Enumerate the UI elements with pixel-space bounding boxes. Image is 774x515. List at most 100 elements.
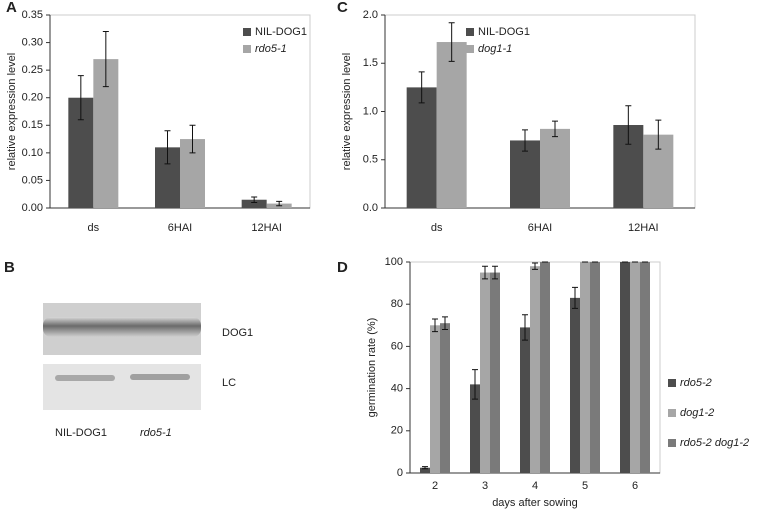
panel-letter: B xyxy=(4,259,15,276)
y-tick-label: 0.35 xyxy=(22,9,43,21)
legend-swatch xyxy=(466,28,474,36)
blot-image xyxy=(43,364,201,410)
error-bar xyxy=(472,369,478,400)
y-axis-label: relative expression level xyxy=(341,53,353,170)
error-bar xyxy=(102,31,109,88)
y-tick-label: 1.5 xyxy=(363,57,378,69)
legend-swatch xyxy=(466,45,474,53)
x-tick-label: 6HAI xyxy=(168,222,192,234)
error-bar xyxy=(492,265,498,280)
error-bar xyxy=(552,120,558,138)
y-axis-label: germination rate (%) xyxy=(366,318,378,418)
bar xyxy=(630,262,640,473)
legend-swatch xyxy=(243,45,251,53)
error-bar xyxy=(432,318,438,333)
x-tick-label: 3 xyxy=(482,480,488,492)
error-bar xyxy=(418,71,425,104)
x-tick-label: ds xyxy=(88,222,100,234)
y-tick-label: 0.15 xyxy=(22,119,43,131)
bar xyxy=(436,42,467,208)
legend-label: NIL-DOG1 xyxy=(478,26,530,38)
y-tick-label: 2.0 xyxy=(363,9,378,21)
y-tick-label: 0.05 xyxy=(22,174,43,186)
lane-label: NIL-DOG1 xyxy=(55,427,107,439)
legend-label: dog1-1 xyxy=(478,43,512,55)
error-bar xyxy=(422,466,428,470)
error-bar xyxy=(655,119,662,150)
x-tick-label: 6 xyxy=(632,480,638,492)
bar xyxy=(530,266,540,473)
legend-swatch xyxy=(668,409,676,417)
y-axis-label: relative expression level xyxy=(6,53,18,170)
y-tick-label: 1.0 xyxy=(363,105,378,117)
x-tick-label: 6HAI xyxy=(528,222,552,234)
bar xyxy=(440,323,450,473)
y-tick-label: 0.25 xyxy=(22,64,43,76)
error-bar xyxy=(276,200,283,207)
panel-letter: C xyxy=(337,0,348,16)
error-bar xyxy=(251,196,258,203)
y-tick-label: 60 xyxy=(391,340,403,352)
y-tick-label: 100 xyxy=(385,256,403,268)
legend-swatch xyxy=(243,28,251,36)
bar xyxy=(470,384,480,473)
y-tick-label: 40 xyxy=(391,383,403,395)
blot-band xyxy=(43,317,201,337)
x-tick-label: 12HAI xyxy=(251,222,282,234)
blot-panel: B DOG1 LC NIL-DOG1 rdo5-1 xyxy=(4,259,253,439)
legend-swatch xyxy=(668,379,676,387)
bar xyxy=(570,297,580,473)
x-tick-label: ds xyxy=(431,222,443,234)
band-label: LC xyxy=(222,377,236,389)
lane-label: rdo5-1 xyxy=(140,427,172,439)
y-tick-label: 20 xyxy=(391,425,403,437)
x-tick-label: 4 xyxy=(532,480,538,492)
error-bar xyxy=(77,75,84,121)
error-bar xyxy=(522,129,528,152)
bar xyxy=(510,140,540,208)
bar xyxy=(520,327,530,473)
bar xyxy=(241,199,267,208)
error-bar xyxy=(572,286,578,309)
bar xyxy=(406,87,437,208)
y-tick-label: 0.20 xyxy=(22,92,43,104)
legend-label: dog1-2 xyxy=(680,407,714,419)
y-tick-label: 0.10 xyxy=(22,147,43,159)
error-bar xyxy=(448,22,455,62)
bar xyxy=(580,262,590,473)
x-axis-label: days after sowing xyxy=(492,497,578,509)
bar xyxy=(540,128,570,208)
band-label: DOG1 xyxy=(222,327,253,339)
bar xyxy=(480,272,490,473)
error-bar xyxy=(522,314,528,341)
x-tick-label: 5 xyxy=(582,480,588,492)
panel-letter: D xyxy=(337,259,348,276)
error-bar xyxy=(189,124,196,154)
y-tick-label: 0.5 xyxy=(363,154,378,166)
error-bar xyxy=(442,316,448,331)
legend-label: rdo5-2 dog1-2 xyxy=(680,437,749,449)
error-bar xyxy=(532,262,538,270)
x-tick-label: 2 xyxy=(432,480,438,492)
bar xyxy=(420,467,430,473)
bar xyxy=(430,325,440,473)
bar xyxy=(620,262,630,473)
blot-band xyxy=(130,374,190,380)
panel-letter: A xyxy=(6,0,17,16)
y-tick-label: 0.00 xyxy=(22,202,43,214)
y-tick-label: 0.0 xyxy=(363,202,378,214)
y-tick-label: 0 xyxy=(397,467,403,479)
error-bar xyxy=(482,265,488,280)
y-tick-label: 0.30 xyxy=(22,36,43,48)
error-bar xyxy=(164,130,171,165)
error-bar xyxy=(625,105,632,145)
bar xyxy=(590,262,600,473)
legend-swatch xyxy=(668,439,676,447)
legend-label: rdo5-1 xyxy=(255,43,287,55)
y-tick-label: 80 xyxy=(391,298,403,310)
blot-band xyxy=(55,375,115,381)
x-tick-label: 12HAI xyxy=(628,222,659,234)
bar xyxy=(490,272,500,473)
legend-label: NIL-DOG1 xyxy=(255,26,307,38)
